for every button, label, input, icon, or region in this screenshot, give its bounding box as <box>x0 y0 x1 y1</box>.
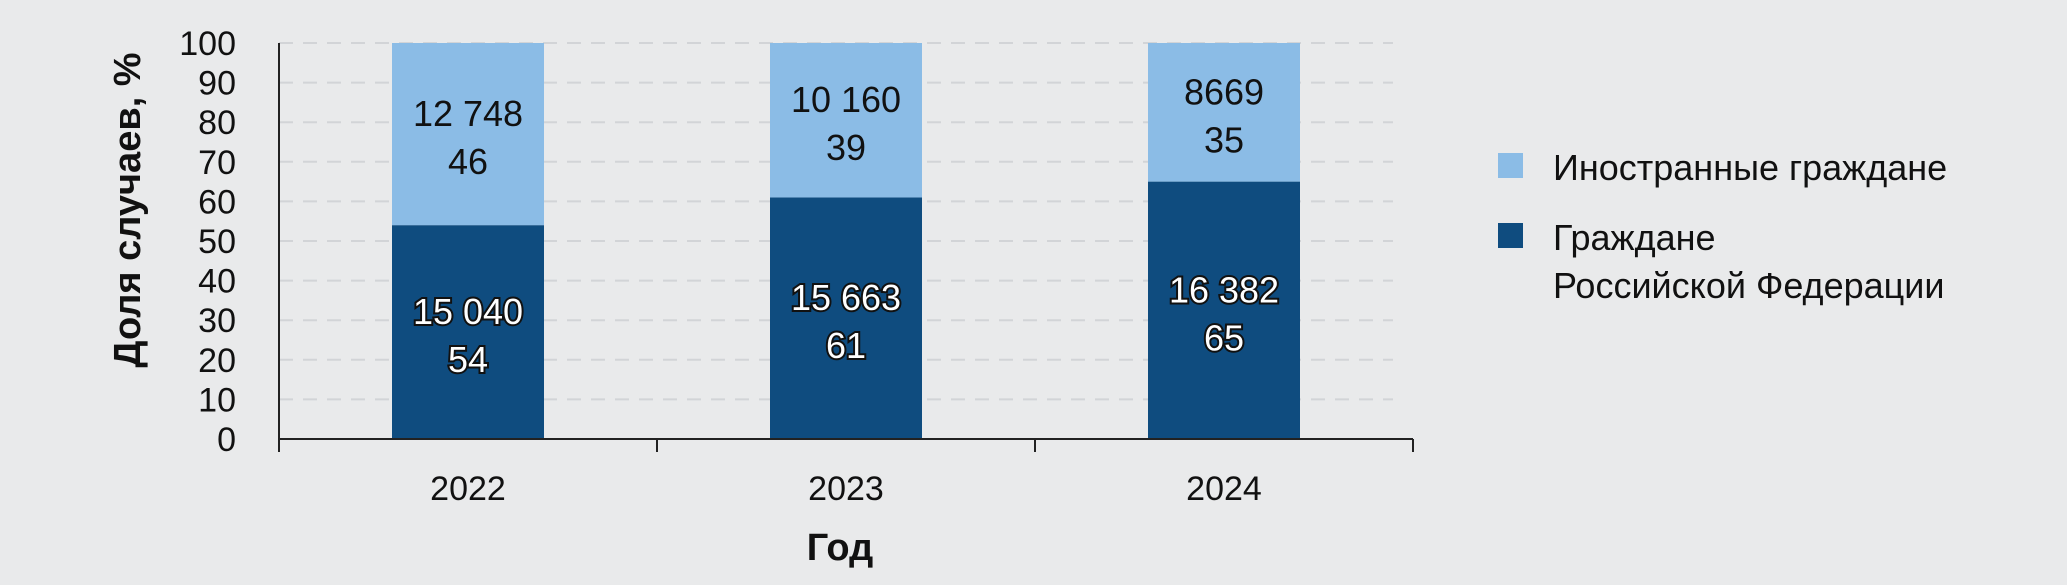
bar-count-label: 15 663 <box>791 277 901 318</box>
y-tick-label: 40 <box>198 263 236 301</box>
bar-segment <box>392 43 544 226</box>
y-tick-label: 100 <box>179 25 236 63</box>
bar-percent-label: 61 <box>826 325 866 366</box>
x-tick-label: 2023 <box>808 470 884 508</box>
bar-segment <box>392 225 544 439</box>
y-tick-label: 90 <box>198 65 236 103</box>
bars: 15 040 54 12 748 46 15 663 61 10 160 39 16 382 65… <box>392 43 1300 439</box>
bar-segment <box>1148 43 1300 182</box>
y-axis-title: Доля случаев, % <box>107 52 149 367</box>
y-tick-label: 0 <box>217 421 236 459</box>
bar-percent-label: 46 <box>448 141 488 182</box>
legend-swatch <box>1498 153 1523 178</box>
bar-percent-label: 39 <box>826 127 866 168</box>
bar-percent-label: 54 <box>448 339 488 380</box>
x-tick-labels: 2022 2023 2024 <box>430 470 1262 508</box>
bar-segment <box>1148 181 1300 439</box>
bar-segment <box>770 197 922 439</box>
legend-label-line: Российской Федерации <box>1553 265 1944 306</box>
y-tick-label: 50 <box>198 223 236 261</box>
bar-percent-label: 35 <box>1204 119 1244 160</box>
y-tick-label: 80 <box>198 104 236 142</box>
legend-swatch <box>1498 223 1523 248</box>
y-tick-label: 70 <box>198 144 236 182</box>
bar-percent-label: 65 <box>1204 317 1244 358</box>
bar-count-label: 12 748 <box>413 93 523 134</box>
bar-segment <box>770 43 922 198</box>
bar-count-label: 10 160 <box>791 79 901 120</box>
x-tick-label: 2024 <box>1186 470 1262 508</box>
y-tick-label: 10 <box>198 381 236 419</box>
legend-label-line: Иностранные граждане <box>1553 147 1947 188</box>
bar-count-label: 16 382 <box>1169 269 1279 310</box>
bar-count-label: 15 040 <box>413 291 523 332</box>
x-axis-title: Год <box>807 527 873 569</box>
legend: Иностранные граждане Граждане Российской Ф… <box>1498 147 1947 306</box>
legend-label: Граждане Российской Федерации <box>1553 217 1944 306</box>
legend-label: Иностранные граждане <box>1553 147 1947 188</box>
y-tick-label: 60 <box>198 183 236 221</box>
bar-count-label: 8669 <box>1184 71 1264 112</box>
y-tick-label: 20 <box>198 342 236 380</box>
y-tick-label: 30 <box>198 302 236 340</box>
axes <box>278 43 1414 452</box>
x-tick-label: 2022 <box>430 470 506 508</box>
legend-label-line: Граждане <box>1553 217 1716 258</box>
